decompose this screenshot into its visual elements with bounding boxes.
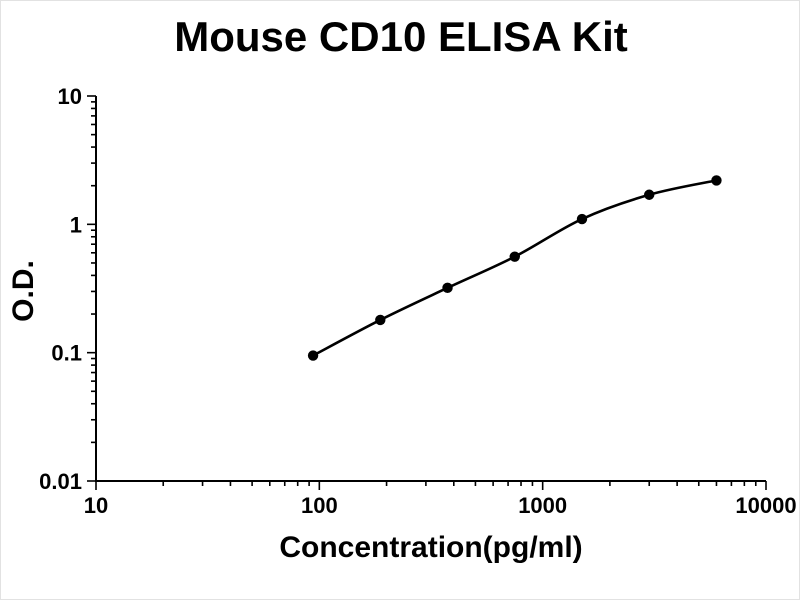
data-point — [509, 251, 520, 262]
data-point — [576, 213, 588, 225]
y-tick-label: 0.1 — [51, 341, 82, 366]
x-tick-label: 10 — [84, 493, 108, 518]
data-point — [711, 175, 722, 186]
x-tick-label: 1000 — [518, 493, 567, 518]
y-axis-label: O.D. — [7, 260, 40, 322]
data-point — [442, 282, 453, 294]
curve-line — [311, 179, 718, 357]
chart-title: Mouse CD10 ELISA Kit — [174, 13, 628, 60]
x-tick-label: 100 — [301, 493, 338, 518]
y-tick-label: 10 — [58, 84, 82, 109]
y-tick-label: 1 — [70, 212, 82, 237]
data-point — [644, 189, 655, 200]
axes — [95, 96, 766, 482]
y-tick-label: 0.01 — [39, 469, 82, 494]
standard-curve-series — [307, 175, 722, 361]
tick-labels: 10 100 1000 10000 0.01 0.1 1 10 — [39, 84, 796, 518]
data-point — [307, 350, 319, 361]
data-point — [375, 314, 386, 326]
x-axis-label: Concentration(pg/ml) — [279, 531, 582, 564]
axis-line — [95, 96, 766, 482]
x-tick-label: 10000 — [735, 493, 796, 518]
tick-marks — [87, 95, 767, 490]
